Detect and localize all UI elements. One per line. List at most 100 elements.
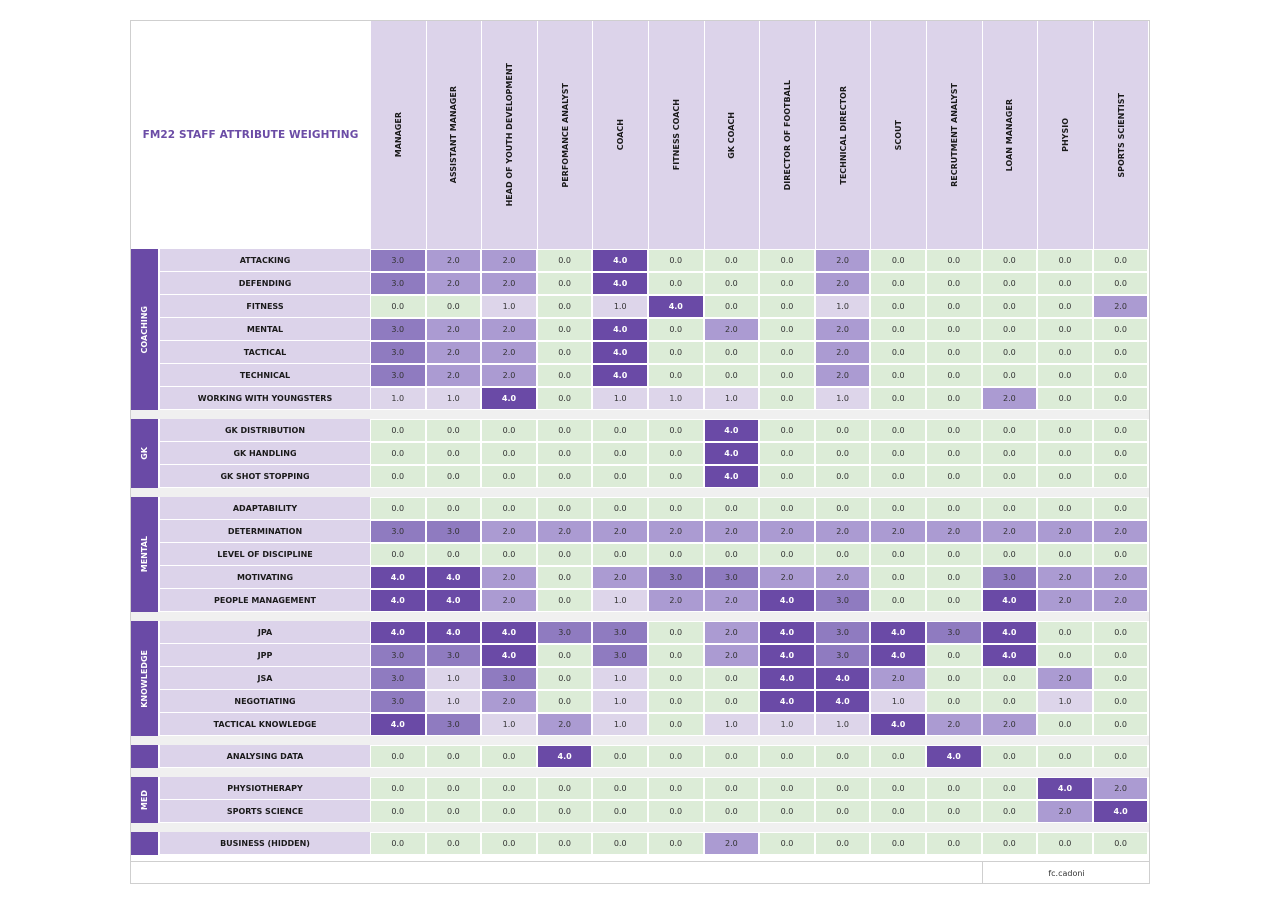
weight-cell: 0.0 (759, 272, 815, 295)
weight-cell: 0.0 (481, 465, 537, 488)
attribute-label: JPP (160, 644, 370, 666)
weight-cell: 0.0 (981, 318, 1038, 341)
weight-cell: 4.0 (592, 341, 648, 364)
weight-cell: 0.0 (870, 272, 926, 295)
weight-cell: 2.0 (425, 364, 482, 387)
weight-cell: 0.0 (926, 442, 982, 465)
weight-cell: 0.0 (759, 295, 815, 318)
weight-cell: 4.0 (759, 621, 815, 644)
weight-cell: 0.0 (536, 800, 593, 823)
weight-cell: 2.0 (592, 520, 648, 543)
weight-cell: 2.0 (1092, 295, 1149, 318)
weight-cell: 0.0 (481, 419, 537, 442)
weight-cell: 3.0 (814, 589, 871, 612)
weight-cell: 3.0 (592, 621, 648, 644)
weight-cell: 0.0 (870, 364, 926, 387)
weight-cell: 2.0 (481, 249, 537, 272)
weight-cell: 0.0 (1092, 272, 1149, 295)
weight-cell: 0.0 (536, 341, 593, 364)
weight-cell: 0.0 (703, 543, 760, 566)
weight-cell: 0.0 (814, 419, 871, 442)
role-header-label: COACH (616, 119, 626, 151)
weight-cell: 0.0 (536, 497, 593, 520)
weight-cell: 2.0 (481, 341, 537, 364)
weight-cell: 0.0 (425, 745, 482, 768)
weight-cell: 0.0 (926, 566, 982, 589)
role-header-label: SPORTS SCIENTIST (1116, 92, 1126, 178)
sheet-title-cell: FM22 STAFF ATTRIBUTE WEIGHTING (131, 21, 371, 249)
weight-cell: 0.0 (814, 832, 871, 855)
weight-cell: 4.0 (759, 589, 815, 612)
weight-cell: 0.0 (926, 249, 982, 272)
weight-cell: 2.0 (703, 832, 760, 855)
role-header-label: GK COACH (727, 111, 737, 159)
role-header: FITNESS COACH (648, 21, 704, 249)
category-label: COACHING (140, 305, 149, 354)
weight-cell: 2.0 (481, 589, 537, 612)
weight-cell: 0.0 (1092, 713, 1149, 736)
weight-cell: 1.0 (481, 295, 537, 318)
weight-cell: 0.0 (814, 800, 871, 823)
role-header: RECRUTMENT ANALYST (926, 21, 982, 249)
weight-cell: 0.0 (370, 295, 426, 318)
weight-cell: 2.0 (425, 249, 482, 272)
weight-cell: 0.0 (981, 745, 1038, 768)
weight-cell: 3.0 (592, 644, 648, 667)
weight-cell: 0.0 (981, 543, 1038, 566)
attribute-label: ADAPTABILITY (160, 497, 370, 519)
weight-cell: 4.0 (425, 621, 482, 644)
weight-cell: 2.0 (481, 566, 537, 589)
weight-cell: 3.0 (648, 566, 704, 589)
weight-cell: 0.0 (648, 272, 704, 295)
weight-cell: 0.0 (759, 442, 815, 465)
weight-cell: 2.0 (814, 364, 871, 387)
weight-cell: 4.0 (592, 364, 648, 387)
weight-cell: 0.0 (814, 497, 871, 520)
weight-cell: 2.0 (1037, 667, 1093, 690)
weight-cell: 0.0 (536, 690, 593, 713)
role-header: PERFOMANCE ANALYST (536, 21, 593, 249)
weight-cell: 0.0 (926, 419, 982, 442)
weight-cell: 0.0 (370, 745, 426, 768)
weight-cell: 4.0 (370, 713, 426, 736)
weight-cell: 4.0 (481, 387, 537, 410)
weight-cell: 0.0 (759, 387, 815, 410)
role-header: HEAD OF YOUTH DEVELOPMENT (481, 21, 537, 249)
weight-cell: 0.0 (648, 341, 704, 364)
category-label: MENTAL (140, 536, 149, 573)
weight-cell: 0.0 (1092, 364, 1149, 387)
weight-cell: 0.0 (1037, 249, 1093, 272)
attribute-label: WORKING WITH YOUNGSTERS (160, 387, 370, 409)
weight-cell: 3.0 (370, 644, 426, 667)
sheet-title: FM22 STAFF ATTRIBUTE WEIGHTING (142, 129, 359, 141)
role-header-label: SCOUT (894, 119, 904, 151)
weight-cell: 3.0 (926, 621, 982, 644)
weight-cell: 0.0 (592, 800, 648, 823)
group-separator (131, 612, 1149, 621)
weight-cell: 0.0 (1037, 341, 1093, 364)
weight-cell: 4.0 (481, 644, 537, 667)
category-label: KNOWLEDGE (140, 649, 149, 708)
weight-cell: 0.0 (1037, 295, 1093, 318)
weight-cell: 4.0 (703, 419, 760, 442)
group-separator (131, 736, 1149, 745)
weight-cell: 2.0 (981, 387, 1038, 410)
weight-cell: 0.0 (536, 364, 593, 387)
weight-cell: 0.0 (1037, 713, 1093, 736)
credit-cell: fc.cadoni (982, 862, 1150, 884)
weight-cell: 4.0 (370, 589, 426, 612)
role-header: MANAGER (370, 21, 426, 249)
weight-cell: 4.0 (870, 621, 926, 644)
weight-cell: 0.0 (592, 419, 648, 442)
weight-cell: 0.0 (870, 387, 926, 410)
weight-cell: 0.0 (481, 832, 537, 855)
weight-cell: 0.0 (536, 644, 593, 667)
weight-cell: 4.0 (536, 745, 593, 768)
weight-cell: 0.0 (870, 318, 926, 341)
weight-cell: 0.0 (648, 777, 704, 800)
weight-cell: 0.0 (703, 341, 760, 364)
weight-cell: 1.0 (481, 713, 537, 736)
weight-cell: 2.0 (703, 520, 760, 543)
role-header-label: HEAD OF YOUTH DEVELOPMENT (504, 63, 514, 207)
weight-cell: 2.0 (759, 520, 815, 543)
